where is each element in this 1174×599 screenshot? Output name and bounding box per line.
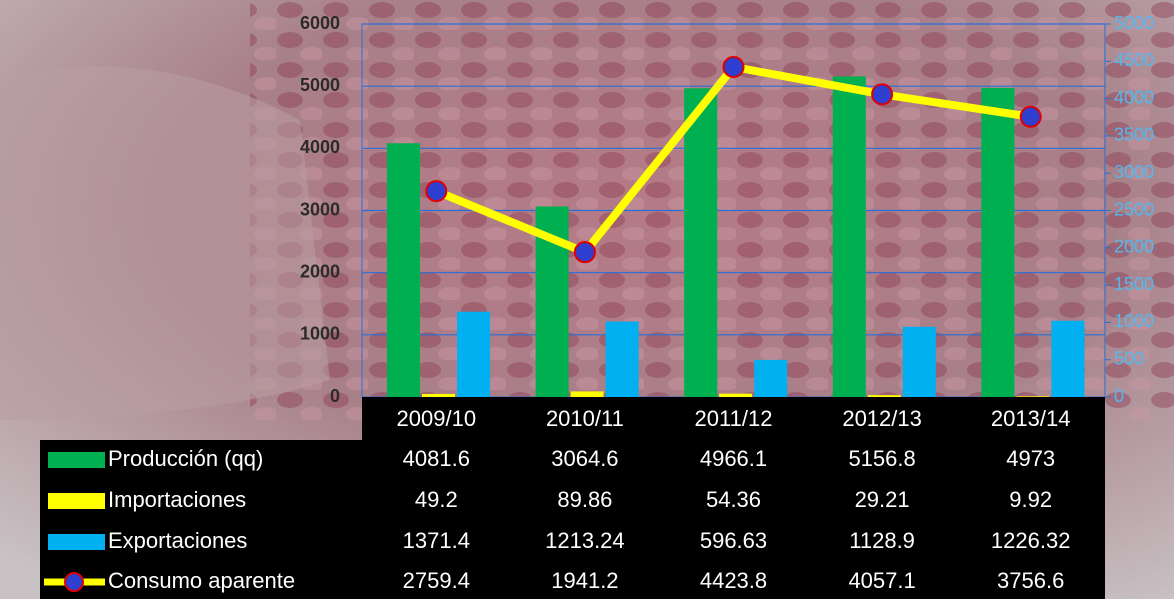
- y-tick-label: 5000: [300, 75, 340, 95]
- line-marker: [872, 84, 892, 104]
- line-marker: [1021, 107, 1041, 127]
- line-marker: [575, 242, 595, 262]
- line-marker: [724, 57, 744, 77]
- y2-tick-label: 2000: [1114, 237, 1154, 257]
- table-value: 49.2: [415, 487, 458, 512]
- table-value: 4423.8: [700, 568, 767, 593]
- legend-label: Producción (qq): [108, 446, 263, 471]
- bar: [903, 327, 936, 397]
- x-tick-label: 2011/12: [695, 406, 773, 431]
- y-tick-label: 3000: [300, 199, 340, 219]
- bar: [422, 394, 455, 397]
- bar: [754, 360, 787, 397]
- table-value: 1213.24: [545, 528, 625, 553]
- y2-tick-label: 1500: [1114, 274, 1154, 294]
- bar: [684, 88, 717, 397]
- y2-tick-label: 3000: [1114, 162, 1154, 182]
- x-tick-label: 2012/13: [842, 406, 922, 431]
- table-value: 1226.32: [991, 528, 1071, 553]
- bar: [719, 394, 752, 397]
- legend-label: Importaciones: [108, 487, 246, 512]
- table-value: 4081.6: [403, 446, 470, 471]
- hand-shape: [0, 67, 330, 420]
- y2-tick-label: 0: [1114, 386, 1124, 406]
- legend-label: Consumo aparente: [108, 568, 295, 593]
- y-tick-label: 1000: [300, 324, 340, 344]
- table-value: 4966.1: [700, 446, 767, 471]
- bar: [1051, 321, 1084, 397]
- y-tick-label: 2000: [300, 261, 340, 281]
- bar: [1016, 396, 1049, 397]
- y-tick-label: 0: [330, 386, 340, 406]
- y-tick-label: 6000: [300, 13, 340, 33]
- table-value: 54.36: [706, 487, 761, 512]
- table-value: 596.63: [700, 528, 767, 553]
- table-value: 1941.2: [551, 568, 618, 593]
- table-value: 9.92: [1009, 487, 1052, 512]
- y2-tick-label: 3500: [1114, 125, 1154, 145]
- y2-tick-label: 5000: [1114, 13, 1154, 33]
- bar: [387, 143, 420, 397]
- x-tick-label: 2009/10: [397, 406, 477, 431]
- x-tick-label: 2013/14: [991, 406, 1071, 431]
- y2-tick-label: 2500: [1114, 199, 1154, 219]
- table-value: 1371.4: [403, 528, 470, 553]
- table-value: 4057.1: [848, 568, 915, 593]
- legend-key: [48, 493, 105, 509]
- table-value: 3756.6: [997, 568, 1064, 593]
- table-value: 1128.9: [849, 528, 915, 553]
- y2-tick-label: 4500: [1114, 50, 1154, 70]
- line-marker: [426, 181, 446, 201]
- bar: [868, 395, 901, 397]
- legend-label: Exportaciones: [108, 528, 247, 553]
- y2-tick-label: 4000: [1114, 87, 1154, 107]
- y2-tick-label: 1000: [1114, 311, 1154, 331]
- table-value: 5156.8: [848, 446, 915, 471]
- bar: [457, 312, 490, 397]
- chart: 0 1000 2000 3000 4000 5000 6000 0 500 1000 1500 200…: [0, 0, 1174, 599]
- x-tick-label: 2010/11: [546, 406, 624, 431]
- legend-key: [48, 534, 105, 550]
- y-tick-label: 4000: [300, 137, 340, 157]
- legend-key: [48, 452, 105, 468]
- y2-tick-label: 500: [1114, 348, 1144, 368]
- bar: [833, 76, 866, 397]
- table-value: 3064.6: [551, 446, 618, 471]
- table-value: 2759.4: [403, 568, 470, 593]
- table-value: 89.86: [557, 487, 612, 512]
- bar: [981, 88, 1014, 397]
- legend-key-marker: [65, 573, 83, 591]
- bar: [571, 391, 604, 397]
- bar: [606, 322, 639, 397]
- table-value: 4973: [1006, 446, 1055, 471]
- table-value: 29.21: [855, 487, 910, 512]
